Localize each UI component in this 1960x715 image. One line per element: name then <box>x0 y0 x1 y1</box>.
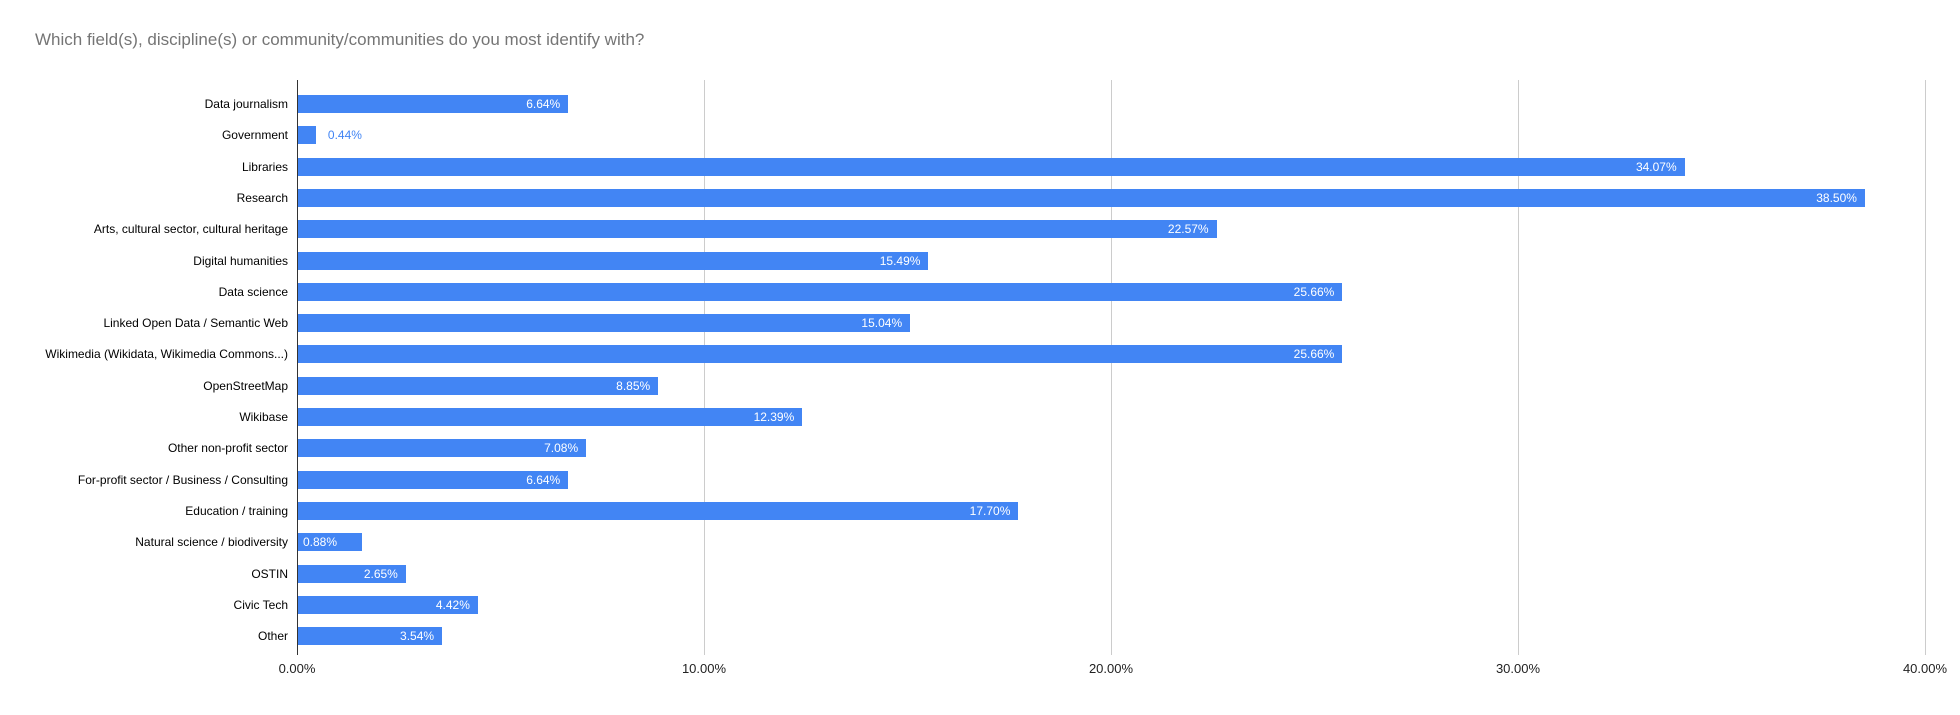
value-label: 17.70% <box>969 503 1011 518</box>
category-label: For-profit sector / Business / Consultin… <box>77 472 288 487</box>
value-label: 7.08% <box>544 441 579 456</box>
bar[interactable]: 0.44% <box>298 126 362 145</box>
bar[interactable]: 25.66% <box>298 345 1343 364</box>
value-label: 22.57% <box>1167 222 1209 237</box>
value-label: 0.88% <box>303 535 338 550</box>
bar[interactable]: 8.85% <box>298 376 659 395</box>
category-label: Other non-profit sector <box>167 441 288 456</box>
x-tick-label: 0.00% <box>278 661 316 676</box>
x-tick-label: 20.00% <box>1088 661 1134 676</box>
gridline <box>1518 80 1519 655</box>
bar[interactable]: 15.04% <box>298 314 911 333</box>
category-label: Data journalism <box>204 97 288 111</box>
bar[interactable]: 22.57% <box>298 220 1217 239</box>
value-label: 38.50% <box>1816 190 1857 205</box>
bar[interactable]: 15.49% <box>298 251 929 270</box>
gridline <box>704 80 705 655</box>
value-label: 3.54% <box>400 629 435 644</box>
bar[interactable]: 38.50% <box>298 188 1865 207</box>
category-label: Arts, cultural sector, cultural heritage <box>93 222 288 237</box>
value-label: 6.64% <box>526 472 561 487</box>
value-label: 4.42% <box>435 597 470 612</box>
category-label: Government <box>221 128 288 143</box>
bar[interactable]: 34.07% <box>298 157 1685 176</box>
gridline <box>1111 80 1112 655</box>
category-label: Libraries <box>241 159 288 174</box>
category-label: Wikibase <box>239 410 288 424</box>
value-label: 0.44% <box>327 128 362 143</box>
category-label: Natural science / biodiversity <box>135 535 288 550</box>
category-label: Linked Open Data / Semantic Web <box>103 316 288 331</box>
bar[interactable]: 6.64% <box>298 95 569 113</box>
value-label: 15.04% <box>861 316 903 331</box>
bar[interactable]: 3.54% <box>298 627 443 646</box>
value-label: 34.07% <box>1635 159 1677 174</box>
value-label: 6.64% <box>526 97 561 111</box>
value-label: 12.39% <box>753 410 795 424</box>
bar[interactable]: 0.88% <box>298 533 362 552</box>
chart-title: Which field(s), discipline(s) or communi… <box>35 30 645 49</box>
x-tick-label: 30.00% <box>1495 661 1541 676</box>
value-label: 8.85% <box>616 378 651 393</box>
x-tick-label: 10.00% <box>681 661 727 676</box>
category-label: Other <box>257 629 288 644</box>
bar[interactable]: 4.42% <box>298 595 478 614</box>
bar[interactable]: 2.65% <box>298 564 406 583</box>
category-label: OSTIN <box>251 566 288 581</box>
value-label: 15.49% <box>879 253 921 268</box>
value-label: 25.66% <box>1293 284 1335 299</box>
category-label: Education / training <box>185 503 288 518</box>
bar[interactable]: 17.70% <box>298 501 1019 520</box>
y-axis-line <box>297 80 298 655</box>
category-label: Digital humanities <box>193 253 288 268</box>
category-label: Wikimedia (Wikidata, Wikimedia Commons..… <box>45 347 288 362</box>
category-label: Data science <box>218 284 288 299</box>
x-tick-label: 40.00% <box>1902 661 1948 676</box>
gridline <box>1925 80 1926 655</box>
value-label: 2.65% <box>363 566 398 581</box>
bar[interactable]: 12.39% <box>298 408 803 426</box>
bar[interactable]: 25.66% <box>298 282 1343 301</box>
category-label: Civic Tech <box>233 597 288 612</box>
category-label: Research <box>236 190 288 205</box>
bar[interactable]: 7.08% <box>298 439 587 458</box>
value-label: 25.66% <box>1293 347 1335 362</box>
bar[interactable]: 6.64% <box>298 470 569 489</box>
category-label: OpenStreetMap <box>203 378 288 393</box>
